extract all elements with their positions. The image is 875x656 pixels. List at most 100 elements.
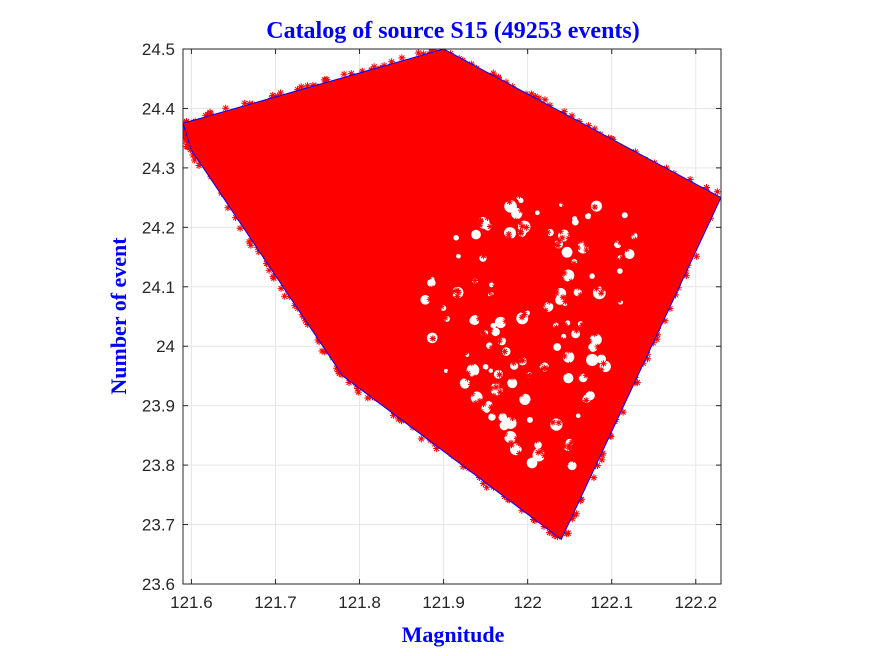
event-marker (554, 394, 562, 402)
event-marker (606, 263, 613, 270)
event-marker (446, 370, 453, 377)
sparse-gap (494, 316, 507, 329)
event-marker (594, 245, 601, 253)
event-marker (526, 340, 534, 348)
event-marker (626, 262, 633, 269)
event-marker (479, 318, 486, 326)
sparse-gap (590, 333, 602, 346)
event-marker (537, 448, 545, 455)
event-marker (550, 284, 557, 291)
sparse-gap (535, 210, 540, 216)
event-marker (544, 365, 551, 372)
event-marker (529, 372, 536, 379)
x-tick-label: 121.9 (422, 593, 465, 612)
event-marker (576, 370, 583, 378)
event-marker (508, 399, 516, 406)
event-marker (314, 336, 322, 344)
event-marker (539, 237, 547, 244)
event-marker (441, 310, 448, 317)
event-marker (583, 298, 591, 305)
event-marker (546, 401, 553, 409)
event-marker (569, 393, 577, 400)
event-marker (602, 314, 609, 321)
event-marker (432, 284, 439, 292)
event-marker (297, 83, 305, 91)
event-marker (431, 296, 438, 304)
event-marker (537, 190, 545, 198)
event-marker (582, 341, 589, 349)
event-marker (561, 443, 568, 450)
event-marker (568, 112, 576, 120)
event-marker (466, 263, 473, 270)
event-marker (463, 226, 471, 233)
event-marker (222, 104, 230, 112)
event-marker (565, 239, 572, 246)
event-marker (580, 200, 587, 207)
event-marker (521, 311, 528, 318)
event-marker (565, 442, 573, 449)
event-marker (551, 462, 559, 469)
event-marker (500, 356, 507, 363)
event-marker (467, 331, 474, 338)
event-marker (622, 221, 629, 229)
event-marker (463, 284, 471, 291)
event-marker (559, 279, 566, 286)
event-marker (183, 134, 188, 142)
event-marker (584, 224, 592, 232)
event-marker (623, 245, 630, 252)
event-marker (522, 244, 529, 251)
event-marker (573, 475, 580, 483)
event-marker (508, 83, 516, 91)
event-marker (490, 213, 498, 221)
event-marker (600, 285, 607, 293)
event-marker (431, 440, 439, 448)
event-marker (541, 476, 549, 484)
sparse-gap (584, 213, 592, 220)
event-marker (454, 383, 462, 390)
event-marker (535, 94, 543, 102)
event-marker (447, 335, 454, 342)
event-marker (487, 326, 494, 334)
event-marker (543, 326, 550, 333)
event-marker (480, 267, 487, 274)
event-marker (241, 99, 249, 107)
event-marker (598, 456, 606, 464)
event-marker (508, 374, 516, 381)
event-marker (601, 333, 608, 340)
event-marker (277, 284, 285, 292)
event-marker (501, 234, 509, 242)
y-ticks: 23.6 23.7 23.8 23.9 24 24.1 24.2 24.3 24.4 24.5 (142, 40, 721, 594)
event-marker (577, 417, 584, 425)
y-tick-label: 24 (156, 337, 175, 356)
event-marker (531, 387, 538, 394)
event-marker (488, 234, 495, 241)
event-marker (505, 266, 512, 273)
event-marker (540, 204, 547, 211)
event-marker (585, 122, 592, 130)
event-marker (335, 370, 343, 378)
event-marker (599, 251, 606, 259)
event-marker (245, 238, 253, 246)
event-marker (593, 314, 600, 322)
event-marker (526, 372, 533, 380)
event-marker (551, 482, 559, 489)
event-marker (587, 260, 594, 268)
event-marker (494, 201, 501, 209)
event-marker (474, 352, 482, 360)
event-marker (518, 207, 525, 214)
event-marker (533, 203, 540, 210)
event-marker (581, 275, 589, 283)
event-marker (460, 351, 468, 358)
event-marker (506, 198, 513, 205)
event-marker (594, 257, 601, 264)
event-marker (502, 407, 509, 414)
event-marker (595, 261, 602, 269)
event-marker (502, 318, 509, 325)
event-marker (573, 327, 580, 334)
event-marker (518, 442, 525, 449)
event-marker (548, 338, 556, 345)
event-marker (438, 336, 445, 344)
sparse-gap (489, 282, 495, 288)
event-marker (594, 218, 601, 226)
